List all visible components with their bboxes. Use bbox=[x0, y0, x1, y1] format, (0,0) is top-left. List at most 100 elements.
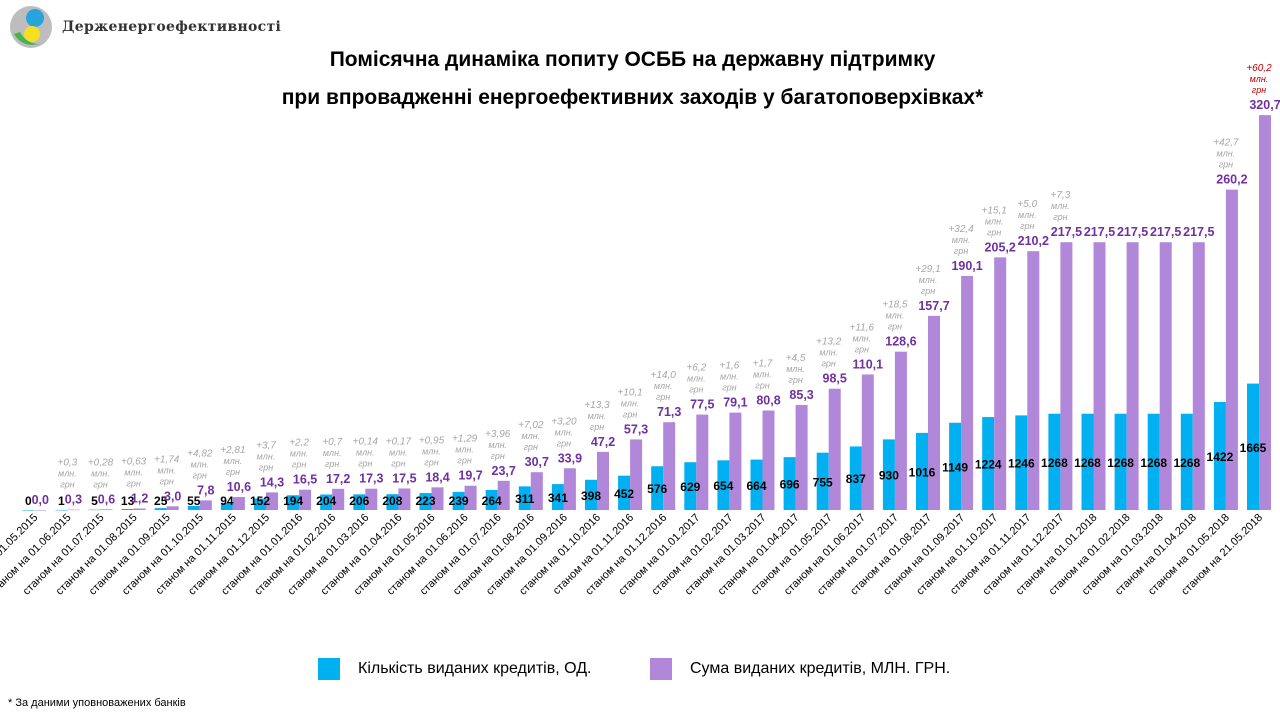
count-label: 341 bbox=[548, 491, 568, 505]
delta-annotation: +11,6 bbox=[850, 322, 875, 333]
delta-unit: млн. bbox=[1018, 210, 1037, 220]
delta-unit: грн bbox=[590, 422, 604, 432]
delta-unit: млн. bbox=[621, 398, 640, 408]
count-label: 223 bbox=[415, 494, 435, 508]
count-bar bbox=[882, 439, 895, 510]
delta-annotation: +29,1 bbox=[915, 264, 940, 275]
legend-swatch-sum bbox=[650, 658, 672, 680]
delta-annotation: +2,81 bbox=[220, 445, 245, 456]
delta-annotation: +3,96 bbox=[485, 429, 511, 440]
delta-unit: млн. bbox=[919, 275, 938, 285]
count-bar bbox=[684, 462, 697, 510]
sum-bar bbox=[894, 351, 907, 510]
delta-unit: млн. bbox=[389, 447, 408, 457]
count-bar bbox=[750, 459, 763, 510]
sum-label: 17,5 bbox=[392, 471, 416, 485]
delta-unit: млн. bbox=[952, 235, 971, 245]
sum-bar bbox=[365, 488, 378, 510]
count-label: 629 bbox=[680, 480, 700, 494]
delta-unit: грн bbox=[490, 451, 504, 461]
count-label: 576 bbox=[647, 482, 667, 496]
sum-bar bbox=[299, 489, 312, 510]
sum-bar bbox=[1192, 242, 1205, 510]
count-bar bbox=[585, 479, 597, 510]
count-label: 94 bbox=[220, 494, 234, 508]
count-label: 1665 bbox=[1240, 441, 1267, 455]
count-label: 264 bbox=[482, 494, 502, 508]
count-bar bbox=[88, 509, 101, 511]
delta-unit: млн. bbox=[58, 469, 77, 479]
delta-unit: грн bbox=[623, 409, 637, 419]
count-bar bbox=[618, 475, 631, 510]
count-label: 398 bbox=[581, 489, 601, 503]
delta-unit: грн bbox=[457, 456, 471, 466]
delta-unit: грн bbox=[524, 442, 538, 452]
delta-unit: млн. bbox=[323, 448, 342, 458]
delta-annotation: +13,2 bbox=[816, 337, 842, 348]
sum-label: 217,5 bbox=[1051, 225, 1082, 239]
sum-bar bbox=[266, 492, 278, 510]
delta-unit: млн. bbox=[257, 451, 276, 461]
sum-bar bbox=[133, 508, 146, 510]
sum-bar bbox=[795, 404, 808, 510]
sum-bar bbox=[530, 472, 543, 510]
delta-annotation: +0,17 bbox=[386, 436, 412, 447]
count-bar bbox=[452, 491, 465, 510]
count-label: 1422 bbox=[1207, 450, 1234, 464]
count-label: 1268 bbox=[1107, 456, 1134, 470]
sum-label: 19,7 bbox=[458, 469, 482, 483]
sum-label: 80,8 bbox=[756, 394, 780, 408]
count-bar bbox=[1180, 413, 1193, 510]
delta-annotation: +4,5 bbox=[786, 353, 806, 364]
count-bar bbox=[916, 432, 928, 510]
sum-bar bbox=[67, 509, 80, 511]
count-label: 194 bbox=[283, 494, 303, 508]
count-bar bbox=[982, 417, 995, 510]
sum-label: 157,7 bbox=[918, 299, 949, 313]
legend-label-count: Кількість виданих кредитів, ОД. bbox=[358, 660, 592, 677]
sum-label: 0,6 bbox=[98, 492, 115, 506]
chart-title-line2: при впровадженні енергоефективних заході… bbox=[281, 86, 984, 109]
sum-bar bbox=[630, 439, 643, 510]
sum-bar bbox=[961, 275, 974, 510]
delta-unit: млн. bbox=[290, 449, 309, 459]
count-bar bbox=[287, 495, 300, 510]
count-label: 664 bbox=[746, 479, 766, 493]
delta-annotation: +7,3 bbox=[1051, 190, 1071, 201]
count-label: 0 bbox=[25, 494, 32, 508]
delta-annotation: +0,95 bbox=[419, 435, 445, 446]
delta-unit: млн. bbox=[488, 440, 507, 450]
delta-annotation: +0,7 bbox=[322, 437, 342, 448]
delta-unit: млн. bbox=[886, 311, 905, 321]
sum-bar bbox=[1027, 251, 1040, 510]
count-bar bbox=[518, 486, 531, 510]
sum-label: 320,7 bbox=[1249, 98, 1280, 112]
delta-unit: грн bbox=[259, 462, 273, 472]
logo: Держенергоефективності bbox=[8, 4, 281, 50]
sum-bar bbox=[994, 257, 1007, 510]
delta-unit: млн. bbox=[356, 448, 375, 458]
count-label: 696 bbox=[780, 478, 800, 492]
sum-label: 190,1 bbox=[951, 259, 982, 273]
count-label: 5 bbox=[91, 494, 98, 508]
delta-unit: млн. bbox=[224, 456, 243, 466]
delta-unit: млн. bbox=[588, 411, 607, 421]
sum-label: 0,3 bbox=[65, 493, 82, 507]
sum-label: 77,5 bbox=[690, 398, 714, 412]
delta-unit: млн. bbox=[753, 370, 772, 380]
delta-unit: грн bbox=[1020, 221, 1034, 231]
count-bar bbox=[55, 509, 68, 511]
delta-annotation: +10,1 bbox=[617, 387, 642, 398]
delta-unit: млн. bbox=[555, 427, 574, 437]
delta-unit: грн bbox=[788, 375, 802, 385]
sum-bar bbox=[332, 488, 345, 510]
sum-label: 7,8 bbox=[197, 483, 214, 497]
sum-label: 47,2 bbox=[591, 435, 615, 449]
delta-unit: млн. bbox=[124, 468, 143, 478]
delta-annotation: +1,74 bbox=[154, 454, 180, 465]
sum-bar bbox=[663, 422, 676, 510]
delta-annotation: +60,2 bbox=[1246, 63, 1272, 74]
sum-label: 57,3 bbox=[624, 422, 648, 436]
sum-label: 10,6 bbox=[227, 480, 251, 494]
delta-unit: млн. bbox=[1250, 74, 1269, 84]
